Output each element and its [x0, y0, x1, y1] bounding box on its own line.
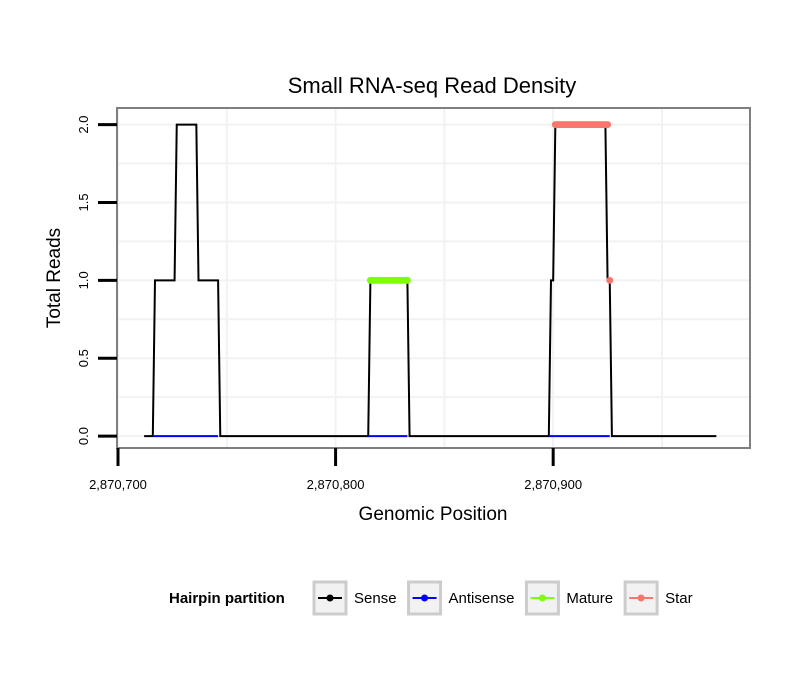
plot-panel — [116, 107, 751, 449]
axes: 0.0 0.5 1.0 1.5 2.0 2,870,700 2,870,800 2,870,9… — [76, 116, 582, 492]
y-tick-label: 2.0 — [76, 116, 91, 134]
legend-label-mature: Mature — [566, 590, 613, 607]
legend-key-point-star — [637, 594, 645, 602]
legend-label-antisense: Antisense — [449, 590, 515, 607]
legend-key-point-sense — [326, 594, 334, 602]
x-tick-label: 2,870,700 — [89, 477, 147, 492]
x-tick-label: 2,870,800 — [307, 477, 365, 492]
y-tick-label: 0.5 — [76, 349, 91, 367]
legend-item-antisense: Antisense — [407, 580, 515, 616]
y-tick-label: 1.0 — [76, 271, 91, 289]
legend-item-sense: Sense — [312, 580, 397, 616]
legend-key-point-mature — [538, 594, 546, 602]
x-axis-title: Genomic Position — [359, 504, 508, 525]
legend-item-star: Star — [623, 580, 693, 616]
legend-item-mature: Mature — [524, 580, 613, 616]
series-layer — [144, 121, 717, 438]
y-tick-label: 0.0 — [76, 427, 91, 445]
x-tick-label: 2,870,900 — [524, 477, 582, 492]
legend: Hairpin partition Sense Antisense Mature St… — [169, 580, 693, 616]
chart-title: Small RNA-seq Read Density — [288, 73, 577, 98]
series-point-mature — [403, 276, 411, 284]
legend-title: Hairpin partition — [169, 590, 285, 607]
series-point-star — [606, 276, 614, 284]
series-point-star — [604, 121, 612, 129]
legend-label-sense: Sense — [354, 590, 397, 607]
legend-label-star: Star — [665, 590, 693, 607]
y-axis-title: Total Reads — [44, 228, 65, 328]
legend-key-point-antisense — [421, 594, 429, 602]
grid-lines — [117, 109, 749, 447]
y-tick-label: 1.5 — [76, 193, 91, 211]
